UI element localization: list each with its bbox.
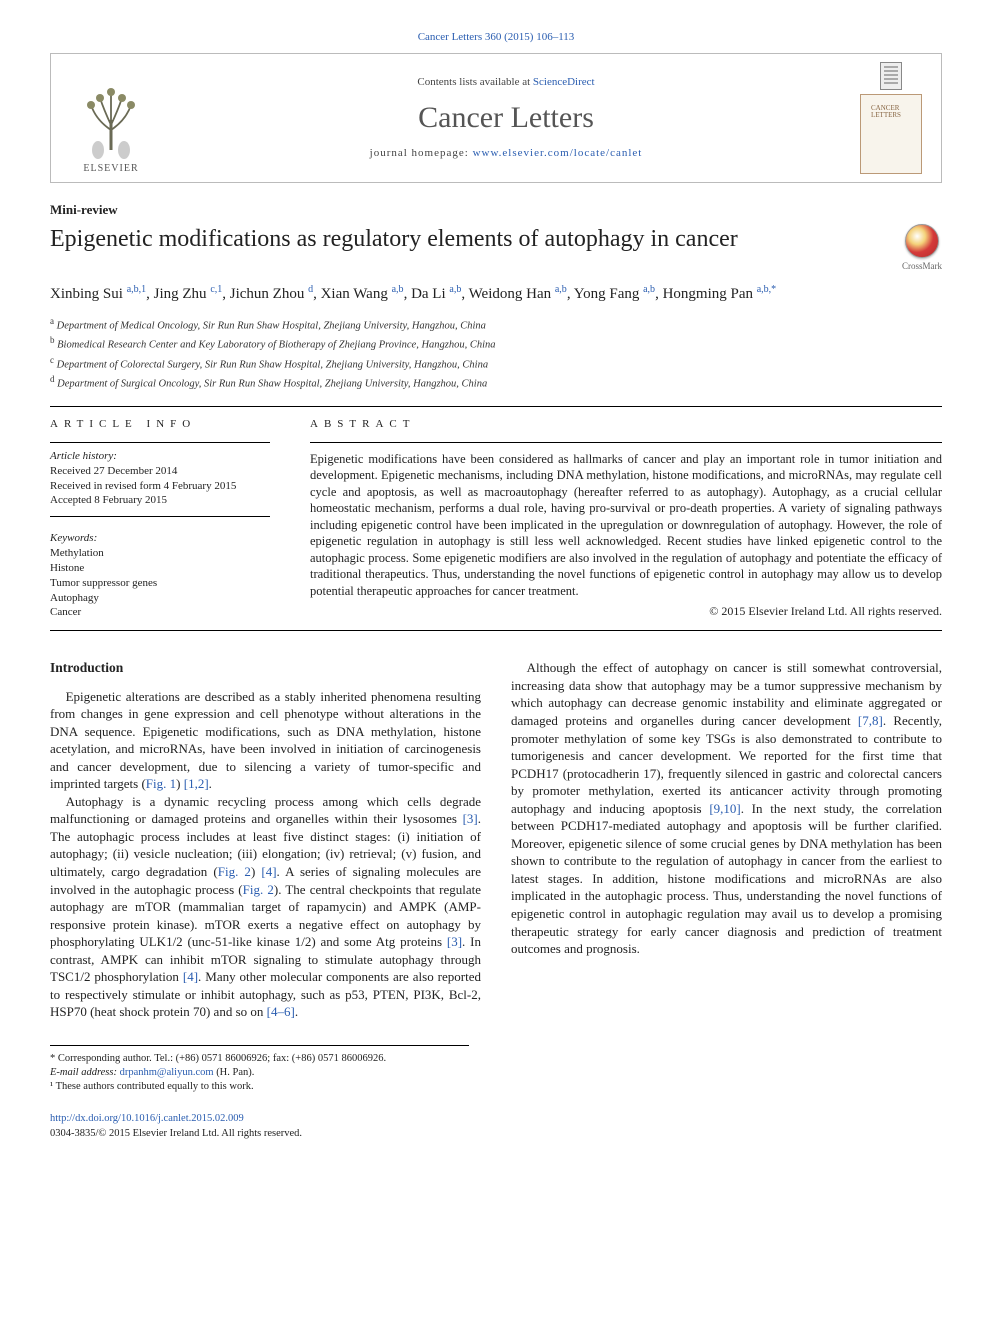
citation-link[interactable]: [1,2]: [184, 776, 209, 791]
abstract-head: ABSTRACT: [310, 417, 942, 432]
abstract-block: ABSTRACT Epigenetic modifications have b…: [310, 417, 942, 620]
intro-heading: Introduction: [50, 659, 481, 677]
keyword: Tumor suppressor genes: [50, 576, 270, 591]
contents-available: Contents lists available at ScienceDirec…: [417, 75, 594, 90]
body-text: .: [209, 776, 212, 791]
divider: [50, 630, 942, 631]
author: Hongming Pan a,b,*: [663, 286, 777, 302]
issue-thumb-icon: [880, 62, 902, 90]
citation-link[interactable]: [7,8]: [858, 713, 883, 728]
citation-line: Cancer Letters 360 (2015) 106–113: [50, 30, 942, 45]
figure-ref-link[interactable]: Fig. 1: [146, 776, 176, 791]
publisher-cell: ELSEVIER: [51, 54, 171, 182]
sciencedirect-link[interactable]: ScienceDirect: [533, 76, 595, 88]
authors-line: Xinbing Sui a,b,1, Jing Zhu c,1, Jichun …: [50, 283, 942, 306]
affiliation: a Department of Medical Oncology, Sir Ru…: [50, 315, 942, 334]
body-paragraph: Autophagy is a dynamic recycling process…: [50, 793, 481, 1021]
citation-link[interactable]: [3]: [447, 934, 462, 949]
affiliation: d Department of Surgical Oncology, Sir R…: [50, 373, 942, 392]
affiliation: b Biomedical Research Center and Key Lab…: [50, 334, 942, 353]
homepage-link[interactable]: www.elsevier.com/locate/canlet: [473, 147, 643, 159]
contents-prefix: Contents lists available at: [417, 76, 532, 88]
author: Jichun Zhou d: [230, 286, 313, 302]
crossmark-badge[interactable]: CrossMark: [902, 224, 942, 272]
body-columns: Introduction Epigenetic alterations are …: [50, 659, 942, 1021]
banner-center: Contents lists available at ScienceDirec…: [171, 54, 841, 182]
abstract-body: Epigenetic modifications have been consi…: [310, 451, 942, 600]
body-text: .: [295, 1004, 298, 1019]
doi-link[interactable]: http://dx.doi.org/10.1016/j.canlet.2015.…: [50, 1113, 244, 1124]
body-text: Epigenetic alterations are described as …: [50, 689, 481, 792]
citation-link[interactable]: [4]: [261, 864, 276, 879]
equal-contribution-note: ¹ These authors contributed equally to t…: [50, 1080, 469, 1094]
author: Jing Zhu c,1: [154, 286, 223, 302]
author: Xinbing Sui a,b,1: [50, 286, 146, 302]
article-type: Mini-review: [50, 201, 942, 219]
bottom-block: http://dx.doi.org/10.1016/j.canlet.2015.…: [50, 1112, 942, 1140]
publisher-name: ELSEVIER: [83, 162, 138, 176]
journal-cover-icon: CANCER LETTERS: [860, 94, 922, 174]
body-paragraph: Epigenetic alterations are described as …: [50, 688, 481, 793]
keyword: Cancer: [50, 605, 270, 620]
history-accepted: Accepted 8 February 2015: [50, 493, 270, 508]
body-text: Autophagy is a dynamic recycling process…: [50, 794, 481, 827]
banner-right: CANCER LETTERS: [841, 54, 941, 182]
article-info-block: ARTICLE INFO Article history: Received 2…: [50, 417, 270, 620]
citation-link[interactable]: [4]: [183, 969, 198, 984]
cover-label: CANCER LETTERS: [871, 105, 921, 119]
history-received: Received 27 December 2014: [50, 464, 270, 479]
citation-link[interactable]: [4–6]: [267, 1004, 295, 1019]
body-text: ): [251, 864, 261, 879]
author: Weidong Han a,b: [469, 286, 567, 302]
issn-copyright: 0304-3835/© 2015 Elsevier Ireland Ltd. A…: [50, 1127, 942, 1141]
divider: [50, 406, 942, 407]
affiliation: c Department of Colorectal Surgery, Sir …: [50, 354, 942, 373]
keyword: Histone: [50, 561, 270, 576]
citation-link[interactable]: [3]: [463, 811, 478, 826]
article-title: Epigenetic modifications as regulatory e…: [50, 224, 738, 254]
citation-link[interactable]: [9,10]: [709, 801, 740, 816]
elsevier-tree-icon: [71, 80, 151, 160]
abstract-copyright: © 2015 Elsevier Ireland Ltd. All rights …: [310, 603, 942, 619]
article-info-head: ARTICLE INFO: [50, 417, 270, 432]
body-text: . In the next study, the correlation bet…: [511, 801, 942, 956]
body-paragraph: Although the effect of autophagy on canc…: [511, 659, 942, 957]
author: Yong Fang a,b: [574, 286, 655, 302]
crossmark-icon: [905, 224, 939, 258]
email-link[interactable]: drpanhm@aliyun.com: [120, 1067, 214, 1078]
homepage-prefix: journal homepage:: [370, 147, 473, 159]
corresponding-author-note: * Corresponding author. Tel.: (+86) 0571…: [50, 1052, 469, 1066]
footnotes: * Corresponding author. Tel.: (+86) 0571…: [50, 1045, 469, 1095]
keyword: Methylation: [50, 546, 270, 561]
journal-homepage: journal homepage: www.elsevier.com/locat…: [370, 146, 643, 161]
author: Da Li a,b: [411, 286, 461, 302]
email-label: E-mail address:: [50, 1067, 120, 1078]
history-revised: Received in revised form 4 February 2015: [50, 479, 270, 494]
keywords-label: Keywords:: [50, 531, 270, 546]
history-label: Article history:: [50, 449, 270, 464]
email-line: E-mail address: drpanhm@aliyun.com (H. P…: [50, 1066, 469, 1080]
journal-name: Cancer Letters: [418, 98, 594, 139]
figure-ref-link[interactable]: Fig. 2: [243, 882, 274, 897]
email-who: (H. Pan).: [214, 1067, 255, 1078]
author: Xian Wang a,b: [321, 286, 404, 302]
body-text: ): [176, 776, 184, 791]
journal-banner: ELSEVIER Contents lists available at Sci…: [50, 53, 942, 183]
affiliations: a Department of Medical Oncology, Sir Ru…: [50, 315, 942, 392]
keyword: Autophagy: [50, 591, 270, 606]
figure-ref-link[interactable]: Fig. 2: [218, 864, 251, 879]
crossmark-label: CrossMark: [902, 260, 942, 272]
